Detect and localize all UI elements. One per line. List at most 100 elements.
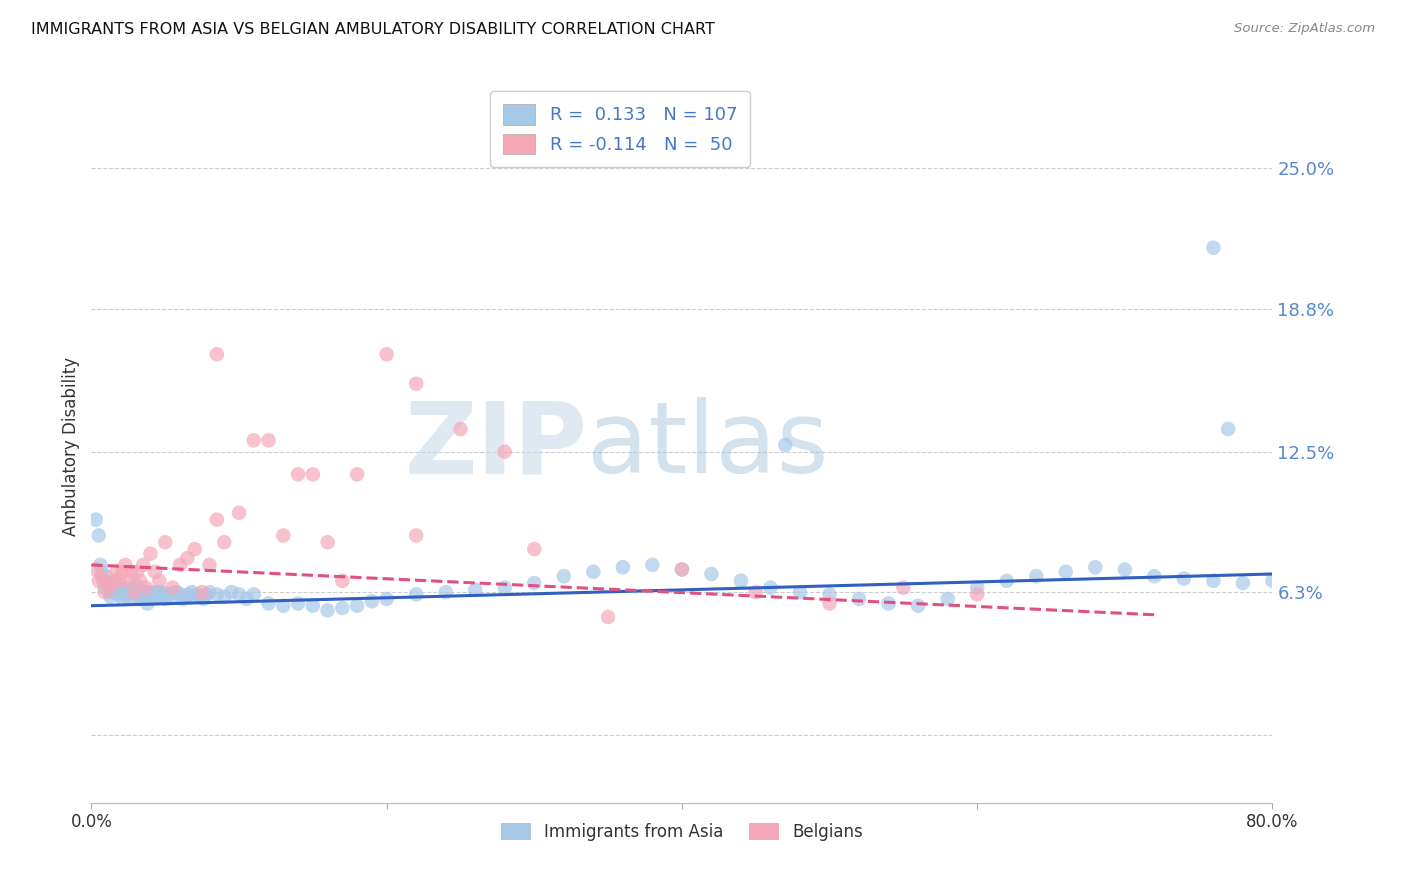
Point [177, 587, 200, 601]
Point [143, 565, 166, 579]
Point [243, 587, 266, 601]
Point [91, 574, 114, 588]
Point [169, 587, 191, 601]
Point [135, 585, 157, 599]
Point [405, 376, 427, 391]
Point [191, 585, 214, 599]
Point [103, 585, 125, 599]
Point [148, 574, 170, 588]
Point [818, 597, 841, 611]
Point [198, 558, 221, 572]
Point [139, 587, 162, 601]
Point [523, 542, 546, 557]
Point [494, 444, 516, 458]
Point [96, 569, 118, 583]
Point [596, 610, 619, 624]
Point [112, 582, 135, 597]
Point [464, 582, 486, 597]
Point [316, 535, 339, 549]
Point [332, 601, 354, 615]
Point [582, 565, 605, 579]
Point [108, 581, 131, 595]
Point [176, 551, 198, 566]
Point [1054, 565, 1077, 579]
Point [90, 565, 112, 579]
Point [115, 590, 138, 604]
Point [134, 590, 156, 604]
Point [700, 566, 723, 581]
Point [214, 535, 236, 549]
Point [111, 591, 134, 606]
Point [169, 558, 191, 572]
Point [160, 590, 183, 604]
Point [114, 558, 136, 572]
Point [759, 581, 782, 595]
Point [127, 585, 149, 599]
Point [84, 562, 107, 576]
Point [848, 591, 870, 606]
Point [243, 434, 266, 448]
Point [103, 574, 125, 588]
Point [117, 581, 139, 595]
Point [1202, 241, 1225, 255]
Point [105, 565, 128, 579]
Point [120, 565, 142, 579]
Point [143, 587, 166, 601]
Point [129, 591, 152, 606]
Point [257, 434, 280, 448]
Point [221, 585, 243, 599]
Point [132, 585, 155, 599]
Point [97, 576, 120, 591]
Legend: Immigrants from Asia, Belgians: Immigrants from Asia, Belgians [495, 816, 869, 848]
Point [142, 590, 165, 604]
Point [183, 542, 207, 557]
Point [174, 590, 197, 604]
Point [287, 467, 309, 482]
Point [773, 438, 796, 452]
Point [93, 585, 115, 599]
Point [1218, 422, 1240, 436]
Point [141, 585, 163, 599]
Point [100, 581, 122, 595]
Point [146, 587, 169, 601]
Point [107, 587, 129, 601]
Point [287, 597, 309, 611]
Point [995, 574, 1018, 588]
Point [671, 562, 693, 576]
Point [121, 585, 143, 599]
Point [907, 599, 929, 613]
Point [120, 590, 142, 604]
Point [257, 597, 280, 611]
Point [789, 585, 811, 599]
Point [128, 590, 150, 604]
Point [87, 574, 110, 588]
Point [124, 578, 148, 592]
Point [127, 565, 149, 579]
Point [671, 562, 693, 576]
Point [877, 597, 900, 611]
Point [966, 581, 988, 595]
Point [450, 422, 472, 436]
Point [193, 591, 215, 606]
Point [111, 565, 134, 579]
Point [101, 581, 124, 595]
Point [180, 585, 202, 599]
Point [235, 591, 257, 606]
Point [1261, 574, 1284, 588]
Point [745, 585, 768, 599]
Point [205, 513, 228, 527]
Point [1202, 574, 1225, 588]
Point [148, 585, 170, 599]
Point [346, 467, 368, 482]
Point [434, 585, 457, 599]
Point [131, 587, 153, 601]
Point [117, 574, 139, 588]
Point [1143, 569, 1166, 583]
Point [135, 581, 157, 595]
Point [129, 574, 152, 588]
Point [162, 581, 184, 595]
Point [214, 590, 236, 604]
Point [163, 585, 186, 599]
Point [84, 513, 107, 527]
Point [108, 574, 131, 588]
